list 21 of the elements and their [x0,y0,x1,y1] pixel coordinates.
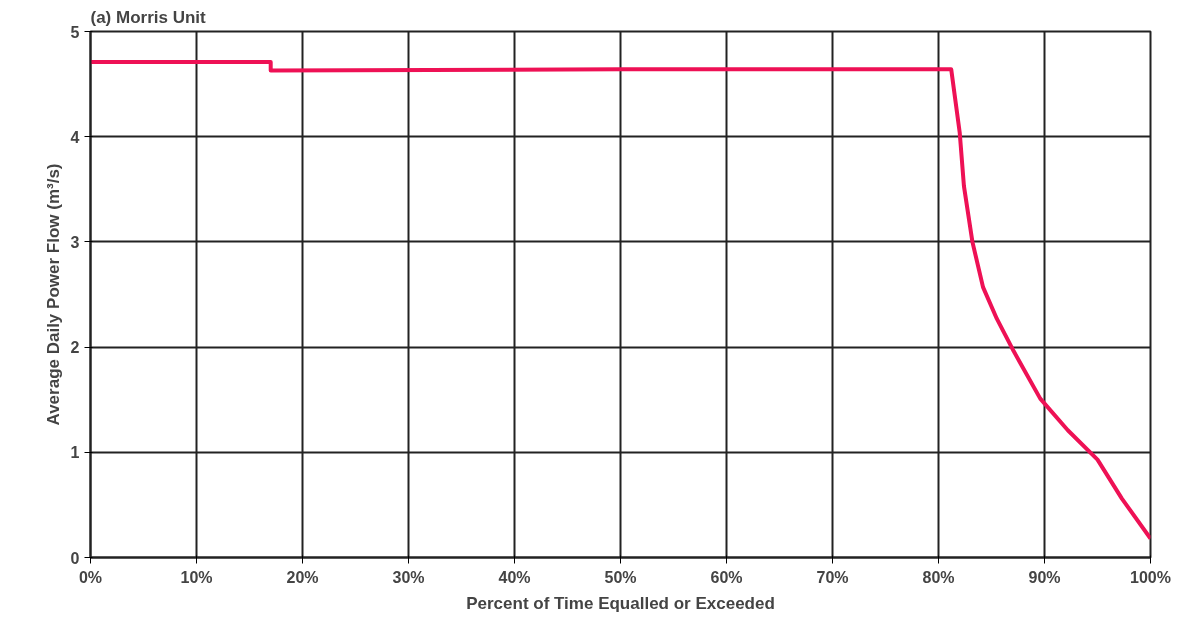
chart-title: (a) Morris Unit [90,7,207,27]
y-tick-label: 5 [70,23,80,41]
y-axis-title: Average Daily Power Flow (m³/s) [43,163,63,426]
line-series [90,60,1151,541]
x-tick-label: 30% [392,568,425,586]
x-tick-label: 20% [286,568,319,586]
x-tick-label: 80% [922,568,955,586]
y-tick-label: 1 [70,444,80,462]
x-tick-label: 90% [1028,568,1061,586]
x-tick-label: 10% [180,568,213,586]
x-axis-title: Percent of Time Equalled or Exceeded [466,593,775,613]
y-tick-label: 0 [70,549,80,567]
x-tick-label: 40% [498,568,531,586]
x-tick-label: 70% [816,568,849,586]
y-tick-label: 2 [70,339,80,357]
x-tick-label: 60% [710,568,743,586]
x-tick-label: 50% [604,568,637,586]
y-tick-label: 3 [70,233,80,251]
x-tick-label: 0% [78,568,103,586]
y-tick-label: 4 [70,128,80,146]
x-tick-label: 100% [1130,568,1171,586]
